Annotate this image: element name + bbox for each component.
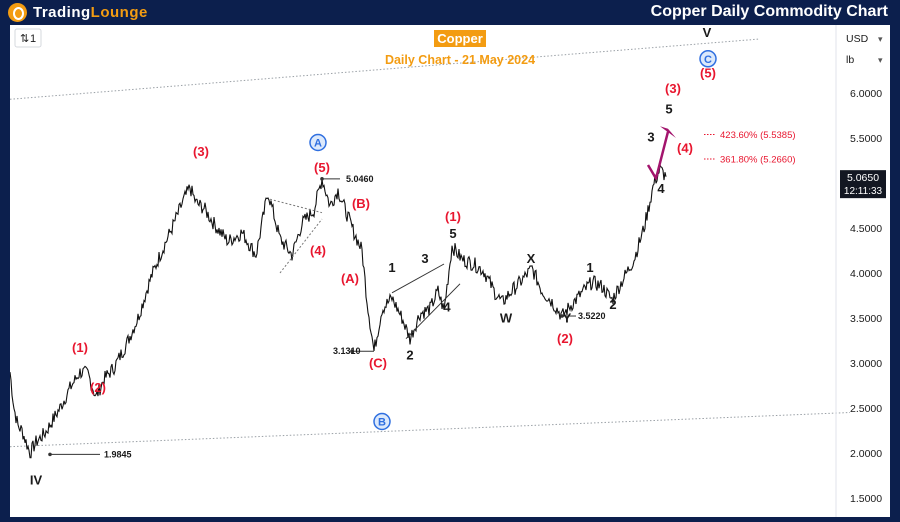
diagonal-bottom bbox=[405, 283, 461, 340]
chart-title-box bbox=[434, 30, 486, 47]
wave-label: 1 bbox=[388, 260, 395, 275]
interval-value: 1 bbox=[30, 33, 36, 45]
page-title: Copper Daily Commodity Chart bbox=[650, 3, 888, 20]
projection-arrowhead bbox=[660, 126, 676, 138]
wave-label: 5 bbox=[665, 102, 672, 117]
wave-label: X bbox=[527, 251, 536, 266]
triangle-top bbox=[269, 198, 323, 214]
wave-label: (4) bbox=[677, 140, 693, 155]
y-tick-label: 4.5000 bbox=[850, 223, 882, 235]
wave-label: V bbox=[703, 25, 712, 40]
wave-label: (1) bbox=[445, 209, 461, 224]
level-1.9845-dot bbox=[48, 452, 52, 457]
logo-text-lounge: Lounge bbox=[90, 4, 148, 21]
circle-wave-marker bbox=[373, 412, 391, 431]
y-tick-label: 1.5000 bbox=[850, 493, 882, 505]
wave-label: 2 bbox=[609, 297, 616, 312]
wave-label: (5) bbox=[700, 66, 716, 81]
price-series bbox=[9, 163, 667, 459]
chart-svg: 5.0460 3.1310 1.9845 3.5220 423.60% (5.5385… bbox=[9, 25, 886, 517]
last-price-value: 5.0650 bbox=[847, 172, 879, 184]
wave-label: IV bbox=[30, 473, 43, 488]
interval-selector[interactable]: ⇅ 1 bbox=[14, 28, 42, 48]
level-1.9845-label: 1.9845 bbox=[104, 449, 132, 459]
wave-label: (3) bbox=[665, 81, 681, 96]
chevron-down-icon: ▾ bbox=[878, 55, 883, 65]
level-5.0460-dot bbox=[320, 177, 324, 181]
y-tick-label: 6.0000 bbox=[850, 88, 882, 100]
channel-bottom bbox=[9, 412, 851, 448]
channel-top bbox=[9, 38, 761, 100]
wave-label: 3 bbox=[647, 130, 654, 145]
chevron-down-icon: ▾ bbox=[878, 34, 883, 44]
level-3.1310-label: 3.1310 bbox=[333, 346, 361, 356]
wave-label: Y bbox=[563, 311, 572, 326]
top-bar: TradingLounge Copper Daily Commodity Cha… bbox=[0, 0, 900, 25]
logo-text-trading: Trading bbox=[33, 4, 91, 21]
wave-label: (1) bbox=[72, 340, 88, 355]
circle-wave-label: A bbox=[314, 138, 322, 150]
level-3.5220-label: 3.5220 bbox=[578, 311, 606, 321]
fib-label: 423.60% (5.5385) bbox=[720, 130, 796, 141]
wave-label: (B) bbox=[352, 196, 370, 211]
scale-label: lb bbox=[846, 54, 854, 66]
wave-label: W bbox=[500, 311, 513, 326]
triangle-bottom bbox=[279, 218, 323, 274]
wave-label: 5 bbox=[449, 226, 456, 241]
level-3.5220-dot bbox=[560, 314, 564, 318]
wave-label: (4) bbox=[310, 243, 326, 258]
diagonal-top bbox=[391, 263, 445, 294]
chart-subtitle: Daily Chart - 21 May 2024 bbox=[385, 53, 535, 67]
circle-wave-label: B bbox=[378, 417, 386, 429]
fib-label: 361.80% (5.2660) bbox=[720, 155, 796, 166]
last-price-badge: 5.0650 12:11:33 bbox=[840, 170, 886, 199]
level-5.0460-label: 5.0460 bbox=[346, 174, 374, 184]
chart-frame: 5.0460 3.1310 1.9845 3.5220 423.60% (5.5385… bbox=[9, 25, 890, 517]
wave-label: (C) bbox=[369, 356, 387, 371]
circle-wave-label: C bbox=[704, 54, 712, 66]
chart-title: Copper bbox=[437, 31, 483, 46]
projection-path bbox=[646, 131, 670, 180]
wave-label: 4 bbox=[443, 300, 451, 315]
currency-label: USD bbox=[846, 33, 869, 45]
wave-label: 3 bbox=[421, 251, 428, 266]
scale-selector[interactable]: lb ▾ bbox=[846, 54, 883, 66]
y-tick-label: 5.5000 bbox=[850, 133, 882, 145]
last-price-time: 12:11:33 bbox=[844, 186, 883, 197]
wave-label: (5) bbox=[314, 160, 330, 175]
y-tick-label: 3.5000 bbox=[850, 313, 882, 325]
interval-arrow-icon: ⇅ bbox=[20, 33, 29, 45]
wave-label: (2) bbox=[90, 380, 106, 395]
y-tick-label: 2.0000 bbox=[850, 448, 882, 460]
currency-selector[interactable]: USD ▾ bbox=[846, 33, 883, 45]
wave-label: 4 bbox=[657, 181, 665, 196]
y-tick-label: 3.0000 bbox=[850, 358, 882, 370]
logo-text: TradingLounge bbox=[33, 4, 148, 21]
wave-label: (2) bbox=[557, 331, 573, 346]
wave-label: (3) bbox=[193, 144, 209, 159]
wave-label: 1 bbox=[586, 260, 593, 275]
level-3.1310-dot bbox=[350, 349, 354, 354]
y-tick-label: 4.0000 bbox=[850, 268, 882, 280]
logo-icon bbox=[8, 3, 27, 22]
circle-wave-marker bbox=[309, 133, 327, 152]
wave-label: 2 bbox=[406, 347, 413, 362]
logo: TradingLounge bbox=[8, 3, 148, 22]
wave-label: (A) bbox=[341, 271, 359, 286]
circle-wave-marker bbox=[699, 50, 717, 68]
y-tick-label: 2.5000 bbox=[850, 403, 882, 415]
